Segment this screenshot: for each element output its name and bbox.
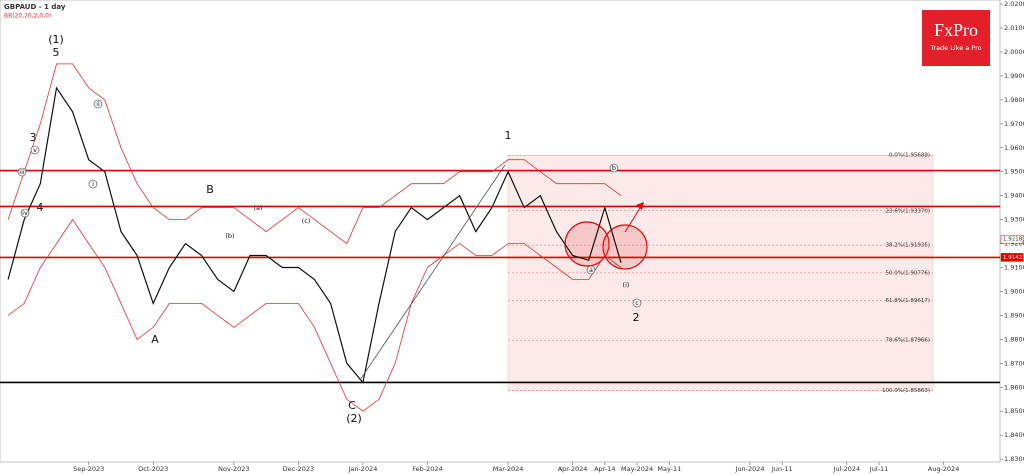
price-marker-label: 1.92183 [1003,237,1024,243]
fib-label: 61.8%(1.89617) [885,298,930,304]
y-tick-label: 1.96000 [1004,144,1024,152]
price-marker-label: 1.91423 [1003,255,1024,261]
y-tick-label: 1.97000 [1004,120,1024,128]
y-tick-label: 2.02000 [1004,0,1024,8]
fib-label: 38.2%(1.91935) [885,243,930,249]
trend-line [359,164,506,381]
fib-label: 23.6%(1.93370) [885,208,930,214]
y-tick-label: 1.83000 [1004,455,1024,463]
wave-marker [30,145,40,155]
y-tick-label: 1.84000 [1004,431,1024,439]
y-tick-label: 1.98000 [1004,96,1024,104]
y-tick-label: 1.95000 [1004,168,1024,176]
wave-label: (a) [253,204,262,212]
fib-label: 78.6%(1.87966) [885,338,930,344]
price-marker [1000,234,1024,244]
x-tick-label: Apr-14 [594,465,615,473]
indicator-label: BB(20,20,2,0,0) [4,13,51,20]
logo-tagline: Trade Like a Pro [929,44,981,52]
y-tick-label: 1.92000 [1004,240,1024,248]
y-tick-label: 1.86000 [1004,383,1024,391]
x-tick-label: May-11 [657,465,681,473]
y-tick-label: 1.94000 [1004,192,1024,200]
wave-label: 3 [30,131,37,144]
plot-frame [0,0,1001,463]
y-tick-label: 1.88000 [1004,335,1024,343]
wave-marker [586,265,596,275]
fib-label: 0.0%(1.95689) [889,153,930,159]
y-tick-label: 1.90000 [1004,287,1024,295]
price-marker [1000,253,1024,262]
wave-label: (b) [225,232,234,240]
x-tick-label: Jun-11 [771,465,793,473]
wave-marker [20,208,30,218]
wave-marker [609,163,619,173]
wave-label: c [635,299,639,307]
wave-label: iii [19,168,25,176]
y-tick-label: 1.93000 [1004,216,1024,224]
wave-marker [17,167,27,177]
x-tick-label: May-2024 [621,465,653,473]
wave-label: b [612,164,616,172]
x-tick-label: Feb-2024 [412,465,442,473]
wave-label: a [589,266,593,274]
wave-label: i [92,180,94,188]
x-tick-label: Sep-2023 [73,465,104,473]
logo-brand: FxPro [934,20,978,40]
wave-marker [632,298,642,308]
x-tick-label: Nov-2023 [218,465,249,473]
x-tick-label: Apr-2024 [558,465,588,473]
x-tick-label: Aug-2024 [928,465,960,473]
wave-label: (i) [623,281,630,289]
wave-label: (c) [302,217,311,225]
wave-label: ii [96,100,100,108]
x-tick-label: Jan-2024 [347,465,377,473]
wave-marker [88,179,98,189]
y-tick-label: 1.87000 [1004,359,1024,367]
fib-label: 50.0%(1.90776) [885,270,930,276]
wave-label: (2) [346,412,362,425]
wave-label: 1 [505,129,512,142]
wave-marker [93,99,103,109]
y-tick-label: 1.85000 [1004,407,1024,415]
y-tick-label: 1.89000 [1004,311,1024,319]
y-tick-label: 2.00000 [1004,48,1024,56]
logo-box [922,10,990,66]
x-tick-label: Mar-2024 [493,465,524,473]
y-tick-label: 1.99000 [1004,72,1024,80]
projection-arrow [624,204,643,233]
wave-label: 4 [37,201,44,214]
x-tick-label: Jul-2024 [832,465,860,473]
wave-label: v [33,146,37,154]
wave-label: iv [22,209,28,217]
y-tick-label: 1.91000 [1004,264,1024,272]
series-line [7,86,622,384]
series-line [7,63,622,245]
x-tick-label: Jun-2024 [734,465,764,473]
wave-label: B [206,183,214,196]
wave-label: (1) [48,33,64,46]
series-line [7,218,622,412]
x-tick-label: Oct-2023 [138,465,168,473]
wave-label: A [151,333,159,346]
wave-label: 2 [633,311,640,324]
wave-label: 5 [53,46,60,59]
chart-title: GBPAUD - 1 day [4,3,66,11]
x-tick-label: Jul-11 [869,465,888,473]
wave-label: C [348,399,356,412]
x-tick-label: Dec-2023 [283,465,314,473]
fib-label: 100.0%(1.85863) [882,388,930,394]
y-tick-label: 2.01000 [1004,24,1024,32]
